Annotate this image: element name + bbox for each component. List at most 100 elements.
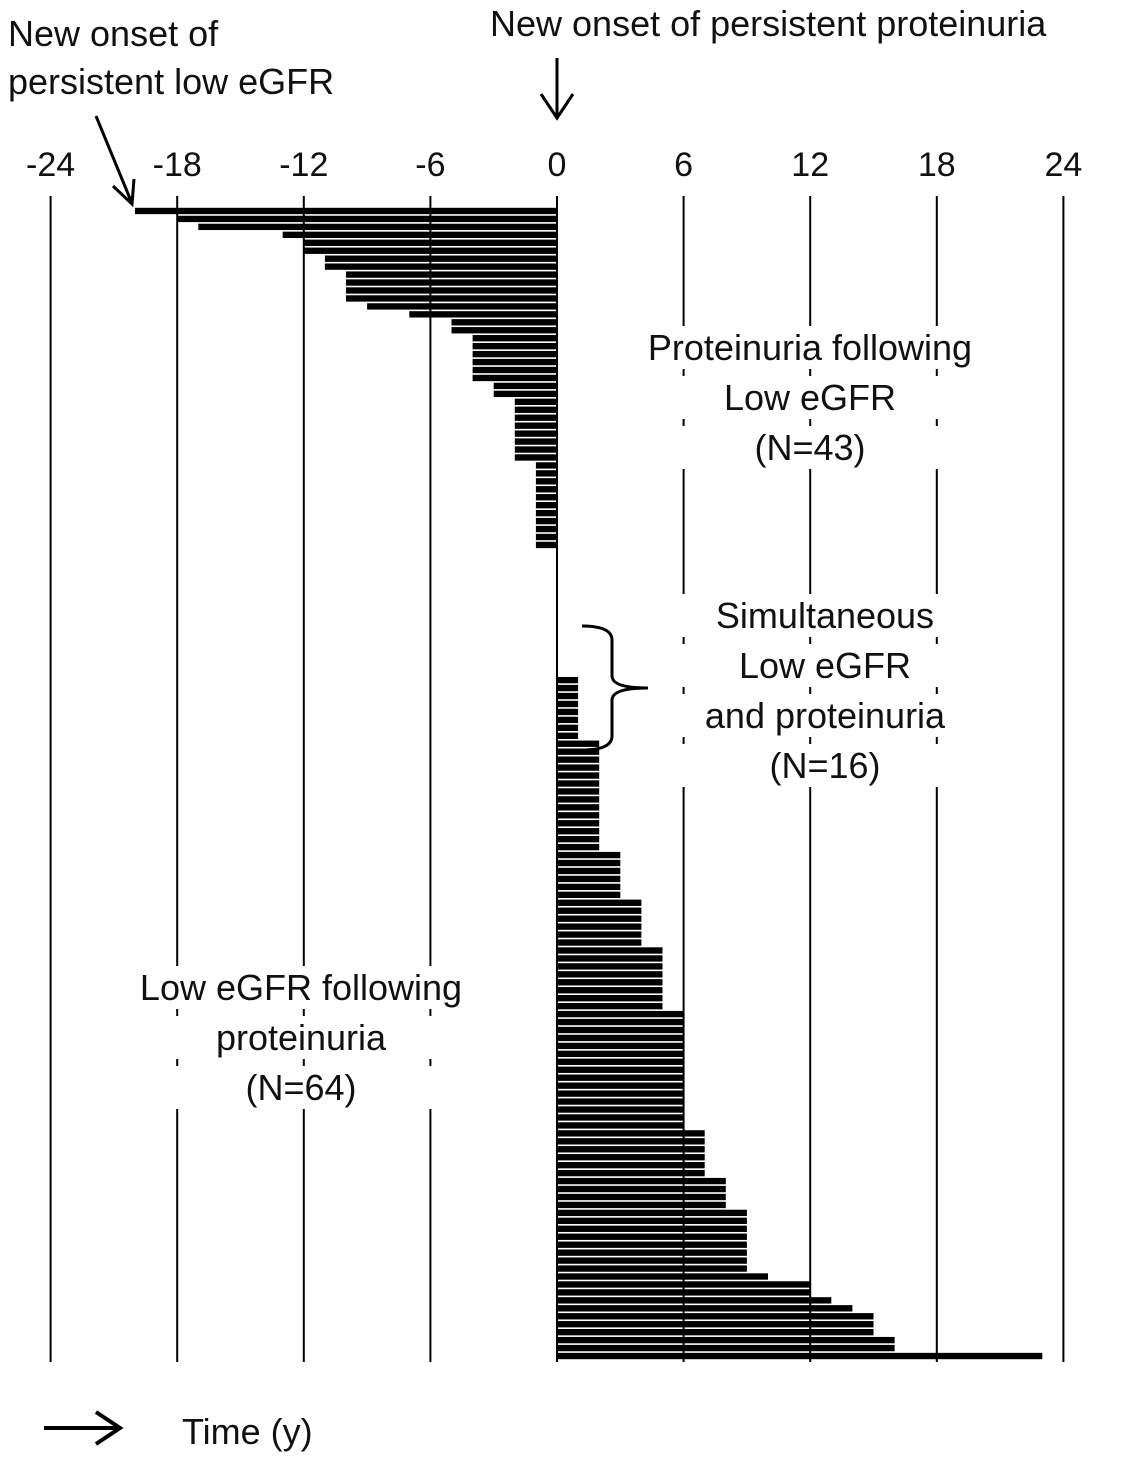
bar	[557, 1098, 684, 1105]
bar	[557, 772, 600, 779]
bar	[514, 438, 557, 445]
bar	[557, 1162, 705, 1169]
bar	[514, 454, 557, 461]
bar	[472, 335, 557, 342]
bar	[557, 1201, 726, 1209]
bar	[514, 430, 557, 437]
bar	[557, 923, 642, 930]
egfr-onset-label-line1: New onset of	[8, 13, 219, 54]
bar	[557, 1289, 811, 1296]
egfr-onset-label-line2: persistent low eGFR	[8, 61, 335, 102]
bar	[557, 1074, 684, 1081]
group-label-simul-line3: and proteinuria	[660, 694, 990, 738]
bar	[557, 915, 642, 922]
bar	[557, 1352, 1043, 1360]
bar	[557, 1018, 684, 1026]
bar	[557, 756, 600, 763]
bar	[557, 987, 663, 994]
bar	[135, 207, 557, 215]
bar	[346, 279, 557, 286]
bar	[557, 931, 642, 938]
bar	[324, 255, 557, 262]
simultaneous-brace-icon	[581, 624, 649, 752]
bar	[557, 1042, 684, 1050]
bar	[535, 541, 557, 549]
bar	[557, 947, 663, 954]
proteinuria-onset-arrowhead-icon	[539, 93, 575, 121]
bar	[346, 287, 557, 294]
bar	[557, 1193, 726, 1201]
bar	[557, 979, 663, 986]
bar	[557, 732, 579, 739]
bar	[557, 867, 621, 875]
bar	[557, 1122, 684, 1129]
x-tick-label: 0	[548, 146, 567, 184]
bar	[557, 1154, 705, 1161]
bar	[324, 263, 557, 270]
bar	[557, 804, 600, 811]
bar	[557, 995, 663, 1002]
bar	[535, 517, 557, 525]
bar	[557, 1344, 895, 1352]
bar	[514, 398, 557, 405]
bar	[557, 1217, 747, 1225]
bar	[557, 1050, 684, 1058]
bar	[557, 843, 600, 851]
bar	[557, 684, 579, 692]
bar	[557, 1273, 768, 1280]
egfr-onset-arrowhead-icon	[111, 178, 136, 208]
bar	[346, 295, 557, 302]
group-label-simul-line1: Simultaneous	[660, 594, 990, 638]
bar	[535, 533, 557, 541]
x-tick-label: -6	[415, 146, 445, 184]
bar	[557, 891, 621, 898]
group-label-prot-after-line2: Low eGFR	[620, 376, 1000, 420]
bar	[472, 350, 557, 358]
bar	[198, 223, 558, 231]
proteinuria-onset-label: New onset of persistent proteinuria	[490, 3, 1047, 44]
bar	[557, 955, 663, 962]
bar	[472, 342, 557, 350]
bar	[557, 1185, 726, 1193]
x-tick-label: 12	[791, 146, 829, 184]
bar	[303, 247, 557, 254]
bar	[557, 1106, 684, 1113]
bar	[557, 1336, 895, 1344]
group-label-egfr-after-line1: Low eGFR following	[110, 966, 492, 1010]
bar	[557, 1082, 684, 1089]
bar	[557, 676, 579, 684]
bar	[557, 700, 579, 708]
bar	[282, 231, 557, 239]
bar	[557, 963, 663, 970]
bar	[557, 708, 579, 716]
bar	[557, 1209, 747, 1217]
bars-layer	[135, 207, 1043, 1360]
bar	[557, 1034, 684, 1042]
group-label-simul-n: (N=16)	[660, 744, 990, 788]
bar	[557, 1257, 747, 1264]
bar	[557, 1313, 874, 1320]
time-arrowhead-icon	[94, 1410, 124, 1446]
bar	[451, 319, 557, 326]
bar	[557, 875, 621, 883]
bar	[557, 1321, 874, 1328]
bar	[557, 1090, 684, 1097]
bar	[557, 748, 600, 755]
bar	[303, 239, 557, 246]
group-label-prot-after-line1: Proteinuria following	[620, 326, 1000, 370]
x-tick-label: -24	[26, 146, 75, 184]
bar	[557, 716, 579, 724]
bar	[557, 1328, 874, 1336]
bar	[514, 406, 557, 413]
group-label-prot-after-n: (N=43)	[620, 426, 1000, 470]
egfr-onset-arrow-icon	[94, 115, 133, 202]
bar	[514, 422, 557, 429]
bar	[451, 327, 557, 334]
bar	[557, 796, 600, 803]
bar	[557, 1265, 747, 1272]
bar	[557, 828, 600, 835]
x-tick-label: -12	[279, 146, 328, 184]
bar	[557, 1138, 705, 1145]
bar	[557, 788, 600, 795]
bar	[472, 358, 557, 366]
